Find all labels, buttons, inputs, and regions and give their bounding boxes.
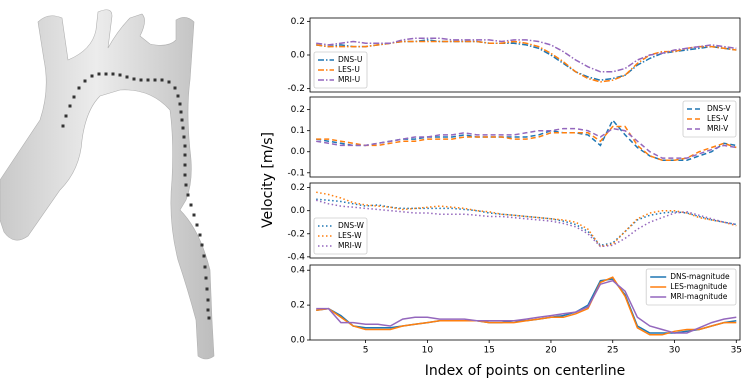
centerline-point (203, 265, 207, 269)
centerline-point (125, 75, 129, 79)
plot-frame (309, 182, 741, 259)
y-tick-label: 0.0 (291, 51, 306, 61)
centerline-point (90, 74, 94, 78)
centerline-point (146, 78, 150, 82)
x-tick-label: 30 (669, 346, 681, 356)
centerline-point (192, 213, 196, 217)
legend-label: MRI-W (338, 241, 362, 250)
centerline-point (206, 308, 210, 312)
centerline-point (205, 287, 209, 291)
legend-label: LES-W (338, 231, 362, 240)
aorta-render (0, 9, 215, 360)
series-line (316, 37, 737, 73)
centerline-point (195, 223, 199, 227)
centerline-point (68, 104, 72, 108)
centerline-point (207, 316, 211, 320)
centerline-point (77, 86, 81, 90)
y-tick-label: 0.2 (291, 301, 305, 311)
legend (682, 100, 737, 138)
legend-label: DNS-magnitude (670, 272, 730, 281)
centerline-point (184, 183, 188, 187)
centerline-point (182, 135, 186, 139)
centerline-point (61, 124, 65, 128)
centerline-points (61, 72, 211, 320)
centerline-point (183, 173, 187, 177)
centerline-point (186, 193, 190, 197)
centerline-point (180, 118, 184, 122)
centerline-point (200, 243, 204, 247)
y-tick-label: -0.2 (287, 229, 305, 239)
x-tick-label: 15 (483, 346, 494, 356)
legend-label: MRI-V (707, 124, 729, 133)
centerline-point (104, 72, 108, 76)
centerline-point (183, 153, 187, 157)
x-axis-label: Index of points on centerline (425, 363, 626, 379)
centerline-point (189, 203, 193, 207)
centerline-point (206, 298, 210, 302)
x-tick-label: 10 (422, 346, 434, 356)
x-tick-label: 25 (607, 346, 618, 356)
centerline-point (64, 114, 68, 118)
y-tick-label: 0.0 (291, 147, 306, 157)
y-tick-label: 0.2 (291, 105, 305, 115)
legend-label: LES-magnitude (670, 282, 727, 291)
centerline-point (167, 80, 171, 84)
centerline-point (111, 72, 115, 76)
centerline-point (198, 233, 202, 237)
centerline-point (153, 78, 157, 82)
centerline-point (183, 144, 187, 148)
y-axis-label: Velocity [m/s] (260, 132, 276, 228)
series-line (316, 191, 737, 248)
centerline-point (83, 79, 87, 83)
y-tick-label: 0.1 (291, 126, 305, 136)
centerline-point (204, 276, 208, 280)
centerline-point (202, 254, 206, 258)
y-tick-label: 0.4 (291, 266, 306, 276)
legend-label: LES-V (707, 114, 729, 123)
y-tick-label: 0.2 (291, 183, 305, 193)
legend-label: MRI-magnitude (670, 292, 728, 301)
legend-label: DNS-W (338, 221, 365, 230)
legend-label: DNS-V (707, 104, 731, 113)
legend (313, 51, 368, 89)
y-tick-label: 0.0 (291, 206, 306, 216)
centerline-point (160, 78, 164, 82)
x-tick-label: 5 (363, 346, 369, 356)
centerline-point (72, 95, 76, 99)
legend-label: LES-U (338, 65, 360, 74)
legend-label: MRI-U (338, 75, 360, 84)
y-tick-label: 0.2 (291, 17, 305, 27)
legend (313, 217, 368, 255)
legend (645, 268, 737, 306)
y-tick-label: -0.2 (287, 84, 305, 94)
series-line (316, 125, 737, 161)
legend-label: DNS-U (338, 55, 362, 64)
centerline-point (173, 86, 177, 90)
centerline-point (178, 102, 182, 106)
centerline-point (97, 72, 101, 76)
series-line (316, 127, 737, 159)
centerline-point (176, 94, 180, 98)
x-tick-label: 20 (545, 346, 557, 356)
series-line (316, 276, 737, 336)
x-tick-label: 35 (731, 346, 742, 356)
y-tick-label: -0.1 (287, 168, 305, 178)
y-tick-label: -0.4 (287, 252, 305, 262)
plot-frame (309, 17, 741, 93)
centerline-point (118, 73, 122, 77)
centerline-point (179, 110, 183, 114)
y-tick-label: 0.0 (291, 336, 306, 346)
centerline-point (132, 77, 136, 81)
centerline-point (139, 78, 143, 82)
centerline-point (183, 163, 187, 167)
series-line (316, 279, 737, 334)
centerline-point (181, 126, 185, 130)
